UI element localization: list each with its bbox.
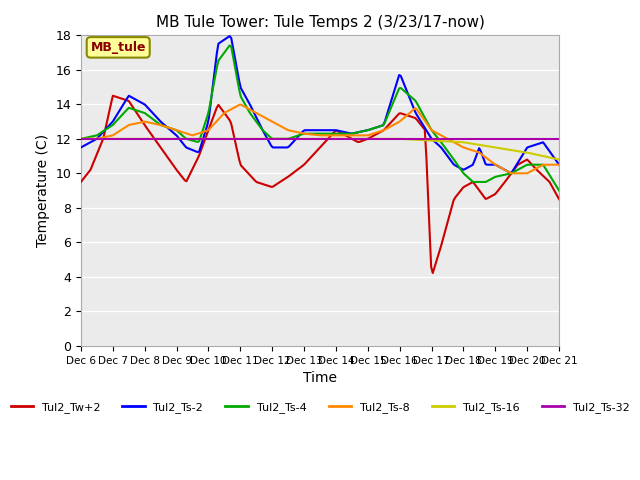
Text: MB_tule: MB_tule bbox=[90, 41, 146, 54]
Title: MB Tule Tower: Tule Temps 2 (3/23/17-now): MB Tule Tower: Tule Temps 2 (3/23/17-now… bbox=[156, 15, 484, 30]
Y-axis label: Temperature (C): Temperature (C) bbox=[36, 134, 50, 247]
Legend: Tul2_Tw+2, Tul2_Ts-2, Tul2_Ts-4, Tul2_Ts-8, Tul2_Ts-16, Tul2_Ts-32: Tul2_Tw+2, Tul2_Ts-2, Tul2_Ts-4, Tul2_Ts… bbox=[6, 398, 634, 418]
X-axis label: Time: Time bbox=[303, 371, 337, 385]
